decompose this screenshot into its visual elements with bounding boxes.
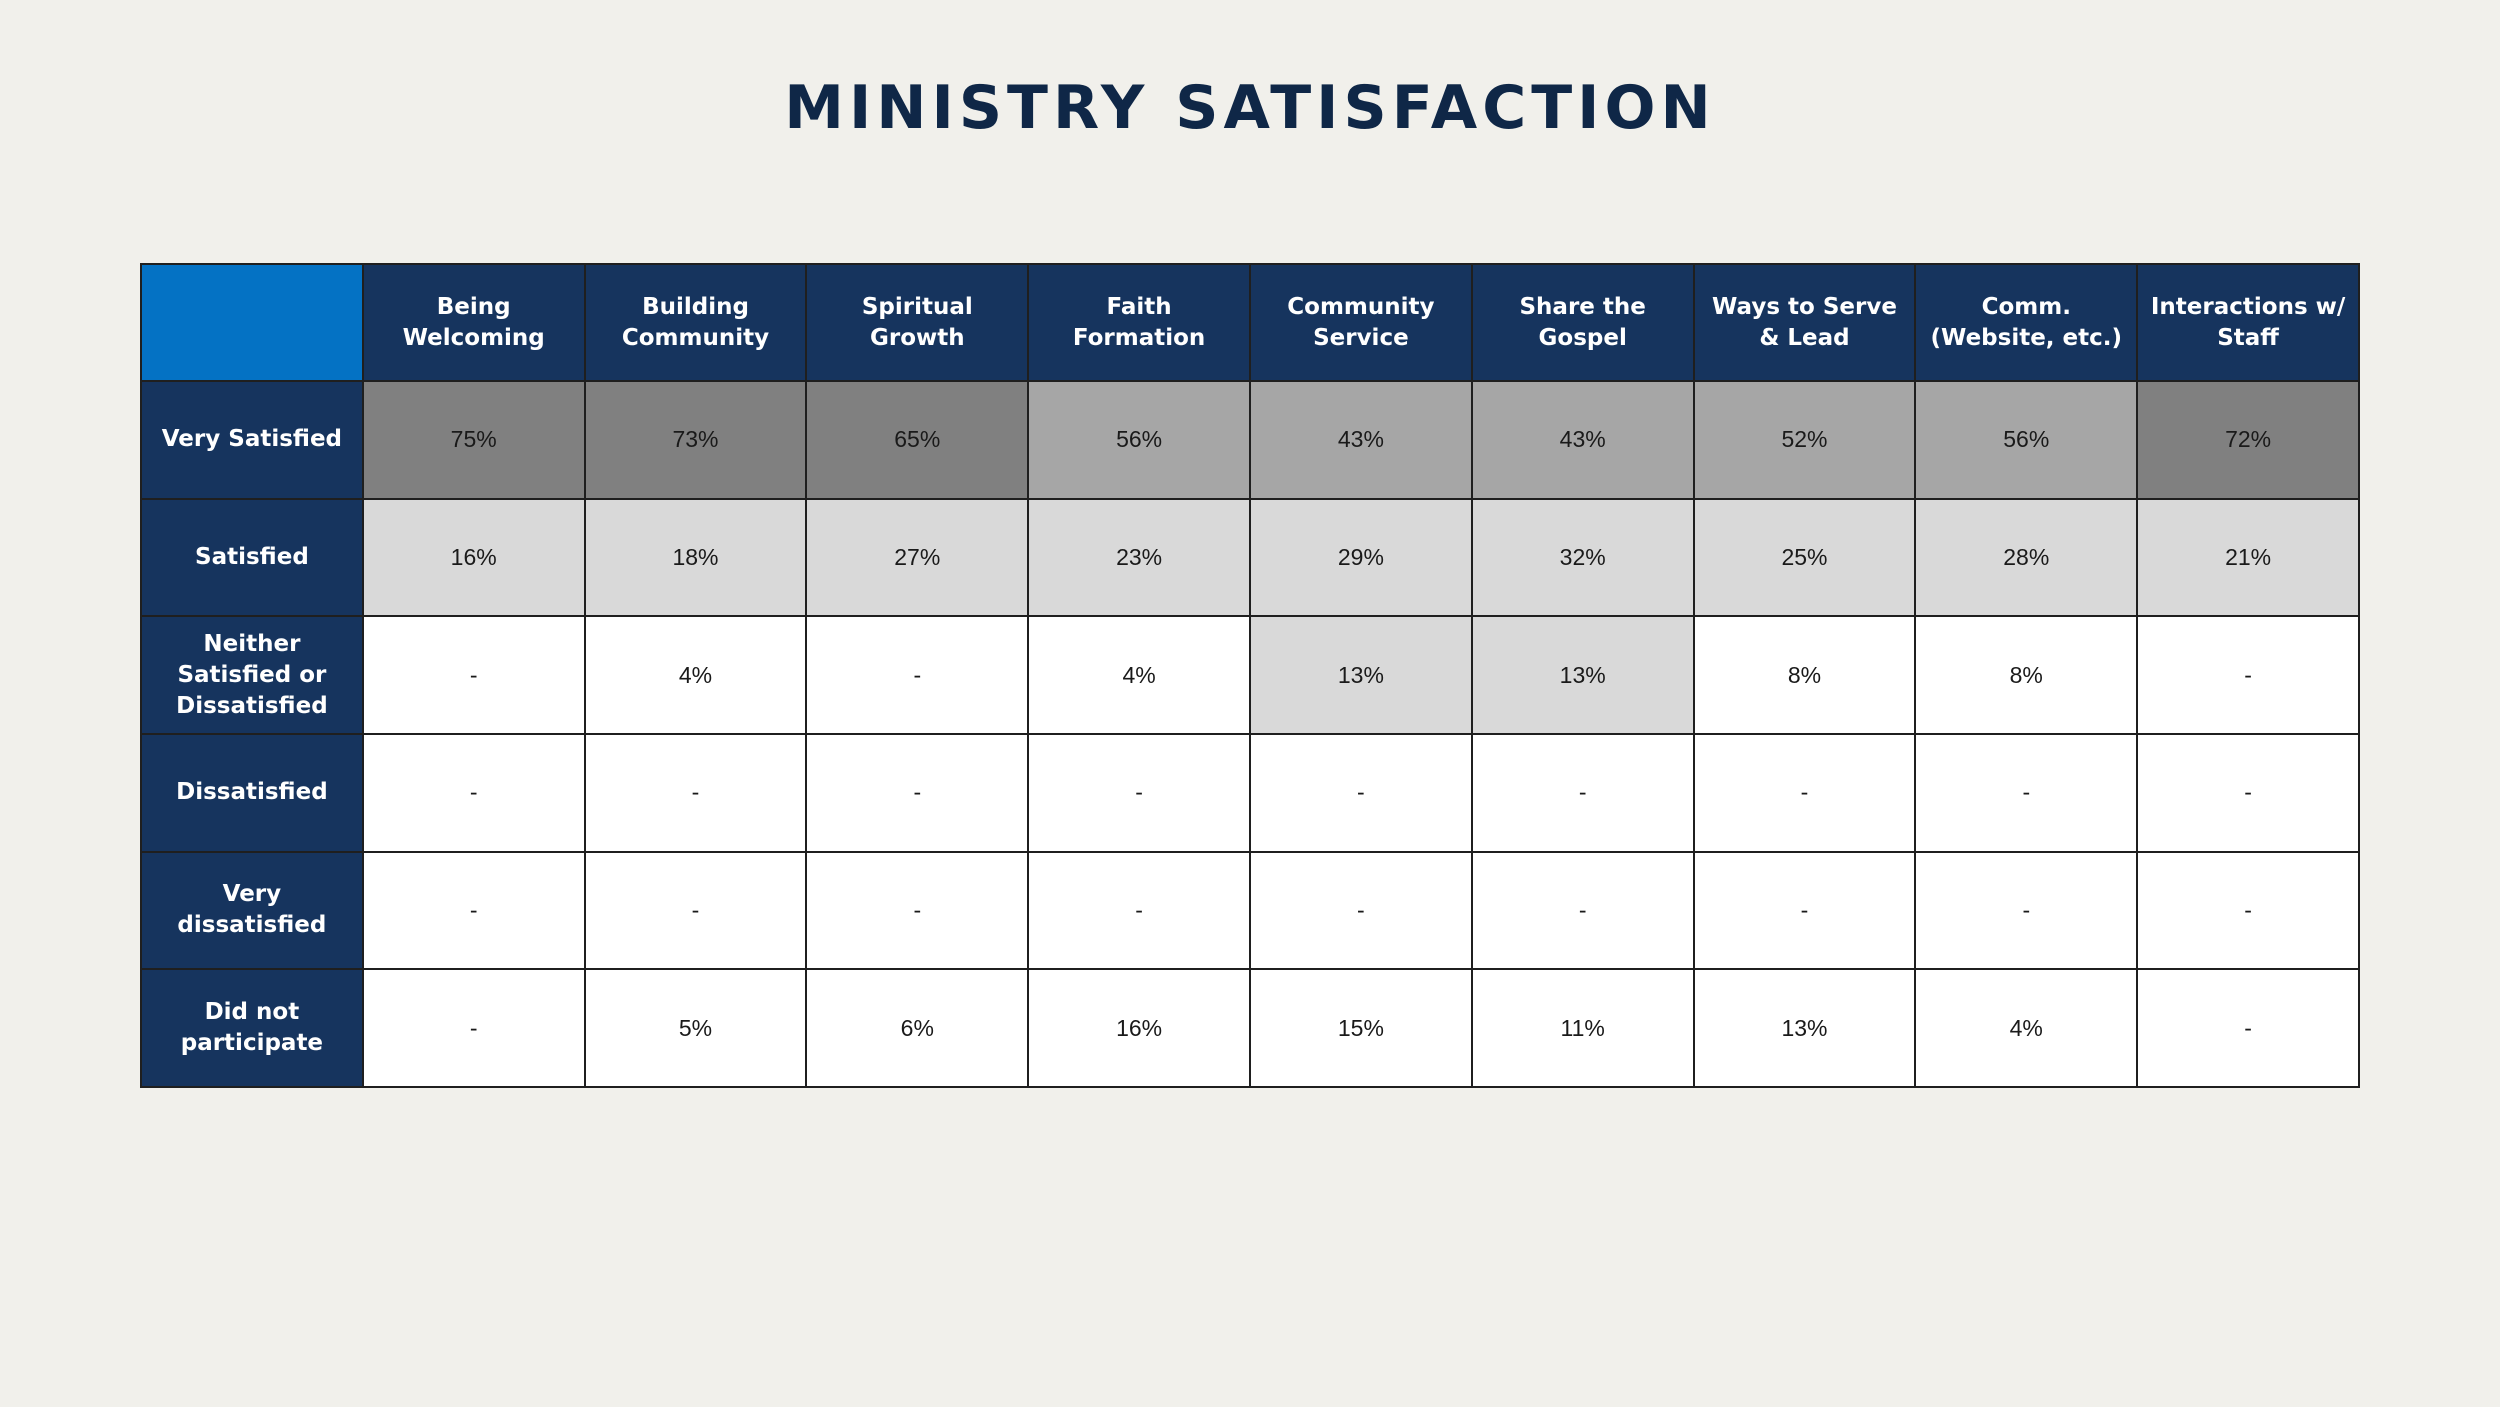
table-cell: - (361, 615, 586, 735)
page-title: MINISTRY SATISFACTION (784, 73, 1716, 143)
table-cell: 52% (1692, 380, 1917, 500)
satisfaction-table: Being Welcoming Building Community Spiri… (140, 263, 2360, 1088)
table-cell: 29% (1248, 497, 1473, 618)
table-cell: 28% (1914, 497, 2139, 618)
table-cell: 73% (583, 380, 808, 500)
table-cell: - (2136, 850, 2360, 971)
table-cell: 75% (361, 380, 586, 500)
col-header-being-welcoming: Being Welcoming (361, 263, 586, 382)
table-cell: 72% (2136, 380, 2360, 500)
table-cell: 43% (1470, 380, 1695, 500)
col-header-ways-to-serve: Ways to Serve & Lead (1692, 263, 1917, 382)
row-header: Very dissatisfied (140, 850, 364, 971)
table-cell: 43% (1248, 380, 1473, 500)
table-cell: 23% (1027, 497, 1251, 618)
table-cell: 18% (583, 497, 808, 618)
table-cell: - (2136, 732, 2360, 853)
table-row: Neither Satisfied or Dissatisfied -4% -4% 1… (140, 615, 2360, 735)
table-cell: 8% (1914, 615, 2139, 735)
col-header-spiritual-growth: Spiritual Growth (805, 263, 1030, 382)
table-cell: 27% (805, 497, 1030, 618)
table-cell: 13% (1248, 615, 1473, 735)
table-cell: 13% (1692, 968, 1917, 1088)
table-cell: - (583, 850, 808, 971)
table-cell: - (1470, 732, 1695, 853)
table-cell: 4% (583, 615, 808, 735)
table-cell: - (2136, 968, 2360, 1088)
table-cell: 15% (1248, 968, 1473, 1088)
table-cell: 4% (1027, 615, 1251, 735)
col-header-faith-formation: Faith Formation (1027, 263, 1251, 382)
col-header-staff-interactions: Interactions w/ Staff (2136, 263, 2360, 382)
table-cell: - (1248, 732, 1473, 853)
table-cell: - (1692, 732, 1917, 853)
table-cell: - (805, 850, 1030, 971)
table-cell: 56% (1914, 380, 2139, 500)
table-cell: 16% (361, 497, 586, 618)
table-cell: - (1914, 732, 2139, 853)
table-cell: - (1914, 850, 2139, 971)
table-cell: 32% (1470, 497, 1695, 618)
table-cell: 8% (1692, 615, 1917, 735)
table-cell: 5% (583, 968, 808, 1088)
header-row: Being Welcoming Building Community Spiri… (140, 263, 2360, 382)
table-cell: - (583, 732, 808, 853)
table-cell: - (1470, 850, 1695, 971)
col-header-share-the-gospel: Share the Gospel (1470, 263, 1695, 382)
table-row: Very Satisfied 75% 73% 65% 56% 43% 43% 52% 56% 72… (140, 380, 2360, 500)
table-cell: - (1248, 850, 1473, 971)
table-cell: - (361, 732, 586, 853)
table-cell: - (361, 850, 586, 971)
table-cell: - (1027, 850, 1251, 971)
table-row: Satisfied 16% 18% 27% 23% 29% 32% 25% 28% 21% (140, 497, 2360, 618)
table-cell: 11% (1470, 968, 1695, 1088)
col-header-comm: Comm. (Website, etc.) (1914, 263, 2139, 382)
table-cell: 65% (805, 380, 1030, 500)
table-cell: 25% (1692, 497, 1917, 618)
row-header: Dissatisfied (140, 732, 364, 853)
table-cell: - (361, 968, 586, 1088)
table-cell: - (1027, 732, 1251, 853)
table-row: Did not participate -5% 6% 16% 15% 11% 13% 4% - (140, 968, 2360, 1088)
table-row: Dissatisfied - - - - - - - - - (140, 732, 2360, 853)
table-cell: 13% (1470, 615, 1695, 735)
col-header-building-community: Building Community (583, 263, 808, 382)
table-cell: - (805, 732, 1030, 853)
table-cell: - (1692, 850, 1917, 971)
table-cell: 56% (1027, 380, 1251, 500)
table-cell: 21% (2136, 497, 2360, 618)
row-header: Very Satisfied (140, 380, 364, 500)
table-cell: - (805, 615, 1030, 735)
table-cell: 16% (1027, 968, 1251, 1088)
table-row: Very dissatisfied - - - - - - - - - (140, 850, 2360, 971)
table-cell: 4% (1914, 968, 2139, 1088)
col-header-community-service: Community Service (1248, 263, 1473, 382)
row-header: Neither Satisfied or Dissatisfied (140, 615, 364, 735)
table-cell: 6% (805, 968, 1030, 1088)
row-header: Satisfied (140, 497, 364, 618)
table-cell: - (2136, 615, 2360, 735)
row-header: Did not participate (140, 968, 364, 1088)
corner-cell (140, 263, 364, 382)
table-body: Very Satisfied 75% 73% 65% 56% 43% 43% 52% 56% 72… (140, 380, 2360, 1088)
